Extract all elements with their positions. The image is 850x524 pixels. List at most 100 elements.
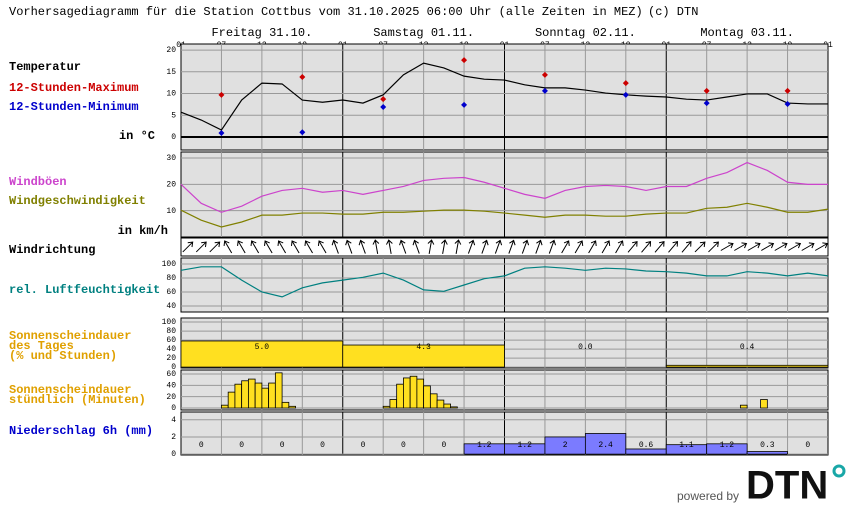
value-label: 0 — [805, 441, 810, 450]
value-label: 2 — [563, 441, 568, 450]
y-tick-label: 15 — [166, 68, 176, 77]
wind-arrow — [681, 240, 692, 253]
bar — [443, 403, 451, 409]
bar — [760, 399, 768, 409]
wind-arrow — [747, 242, 761, 251]
y-tick-label: 40 — [166, 345, 176, 354]
marker — [218, 130, 225, 137]
y-tick-label: 20 — [166, 180, 176, 189]
unit-label: in km/h — [118, 224, 168, 238]
bar-label: 0.0 — [578, 343, 593, 352]
value-label: 0.6 — [639, 441, 654, 450]
wind-arrow — [588, 240, 597, 254]
y-tick-label: 100 — [162, 318, 177, 327]
panel-label: des Tages — [9, 339, 74, 353]
wind-arrow — [441, 239, 448, 254]
bar — [221, 404, 229, 409]
bar — [436, 399, 445, 409]
wind-arrow — [708, 241, 719, 253]
credit: (c) DTN — [648, 5, 698, 19]
marker — [299, 74, 306, 81]
panel-label: Windrichtung — [9, 243, 95, 257]
bar — [227, 391, 236, 409]
marker — [784, 87, 791, 94]
wind-arrow — [535, 239, 543, 254]
y-tick-label: 2 — [171, 433, 176, 442]
panel-label: Niederschlag 6h (mm) — [9, 424, 153, 438]
wind-arrow — [386, 239, 393, 254]
bar — [429, 393, 438, 409]
marker — [703, 87, 710, 94]
value-label: 0 — [199, 441, 204, 450]
marker — [380, 96, 387, 103]
bar — [268, 382, 276, 409]
wind-arrow — [250, 240, 260, 254]
value-label: 0 — [239, 441, 244, 450]
marker — [461, 101, 468, 108]
panel-label: Sonnenscheindauer — [9, 329, 131, 343]
value-label: 0.3 — [760, 441, 775, 450]
wind-arrow — [317, 240, 327, 254]
bar — [281, 401, 290, 409]
value-label: 0 — [320, 441, 325, 450]
wind-arrow — [668, 240, 679, 253]
arrow-band — [180, 237, 829, 257]
y-tick-label: 30 — [166, 154, 176, 163]
value-label: 0 — [280, 441, 285, 450]
logo-dot — [832, 464, 846, 478]
legend-label: Windböen — [9, 175, 67, 189]
bar — [288, 405, 296, 409]
wind-arrow — [290, 240, 300, 254]
wind-arrow — [601, 240, 611, 254]
marker — [218, 91, 225, 98]
marker — [784, 100, 791, 107]
bar — [274, 372, 283, 409]
bar — [403, 377, 411, 409]
value-label: 1.2 — [518, 441, 533, 450]
wind-arrow — [209, 241, 221, 253]
bar — [261, 387, 270, 409]
marker — [622, 91, 629, 98]
bar — [234, 383, 243, 409]
y-tick-label: 60 — [166, 370, 176, 379]
wind-arrow — [654, 240, 665, 253]
bar — [706, 443, 748, 455]
logo: DTN — [746, 464, 828, 508]
wind-arrow — [358, 239, 366, 254]
wind-arrow — [331, 239, 339, 254]
y-tick-label: 0 — [171, 363, 176, 372]
bar-label: 4.3 — [416, 343, 431, 352]
y-tick-label: 60 — [166, 336, 176, 345]
wind-arrow — [481, 239, 489, 254]
unit-label: in °C — [119, 129, 155, 143]
wind-arrow — [345, 239, 353, 254]
legend-label: rel. Luftfeuchtigkeit — [9, 283, 160, 297]
wind-arrow — [734, 242, 748, 251]
wind-arrow — [182, 241, 194, 253]
wind-arrow — [399, 239, 407, 254]
bar — [665, 364, 829, 368]
wind-arrow — [223, 240, 233, 254]
wind-arrow — [641, 240, 652, 253]
legend-label: Windgeschwindigkeit — [9, 194, 146, 208]
bar-label: 5.0 — [255, 343, 270, 352]
panel-label: Sonnenscheindauer — [9, 383, 131, 397]
panel-label: (% und Stunden) — [9, 349, 117, 363]
powered-by: powered by — [677, 489, 739, 503]
bar — [450, 406, 458, 409]
wind-arrow — [720, 242, 734, 251]
bar — [247, 378, 256, 409]
bar — [423, 385, 431, 409]
legend-label: 12-Stunden-Maximum — [9, 81, 139, 95]
wind-arrow — [801, 242, 815, 251]
value-label: 1.2 — [477, 441, 492, 450]
y-tick-label: 40 — [166, 381, 176, 390]
series-line — [180, 202, 829, 228]
day-label: Freitag 31.10. — [211, 26, 312, 40]
value-label: 2.4 — [598, 441, 613, 450]
marker — [461, 57, 468, 64]
y-tick-label: 80 — [166, 327, 176, 336]
wind-arrow — [264, 240, 273, 254]
bar — [389, 399, 398, 409]
